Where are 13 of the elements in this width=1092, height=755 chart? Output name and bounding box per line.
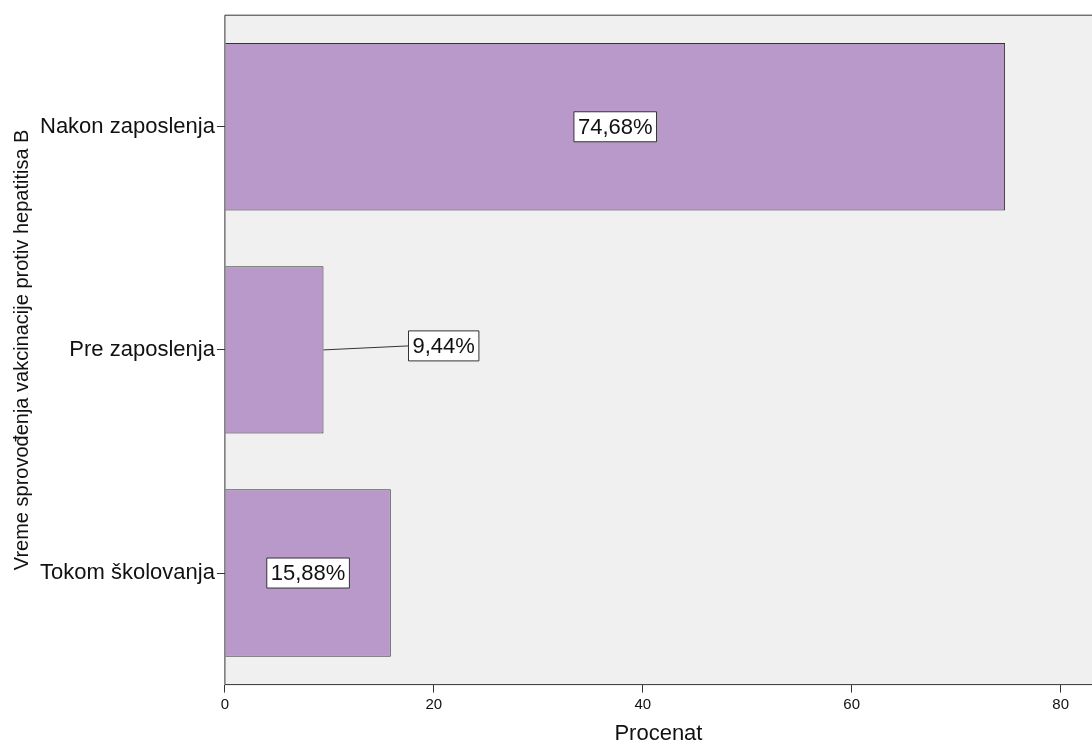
x-tick-label: 80 xyxy=(1052,694,1069,712)
data-label: 74,68% xyxy=(577,113,653,139)
x-axis-title: Procenat xyxy=(614,719,703,745)
data-label: 9,44% xyxy=(412,332,475,358)
x-tick-label: 60 xyxy=(843,694,861,712)
y-tick-label: Tokom školovanja xyxy=(40,559,216,585)
y-tick-label: Pre zaposlenja xyxy=(69,335,216,361)
y-axis-title: Vreme sprovođenja vakcinacije protiv hepatitisa B xyxy=(9,129,32,571)
x-tick-label: 0 xyxy=(220,694,230,712)
data-label: 15,88% xyxy=(270,560,346,586)
x-tick-label: 40 xyxy=(634,694,652,712)
y-tick-label: Nakon zaposlenja xyxy=(39,112,216,138)
x-tick-label: 20 xyxy=(425,694,443,712)
